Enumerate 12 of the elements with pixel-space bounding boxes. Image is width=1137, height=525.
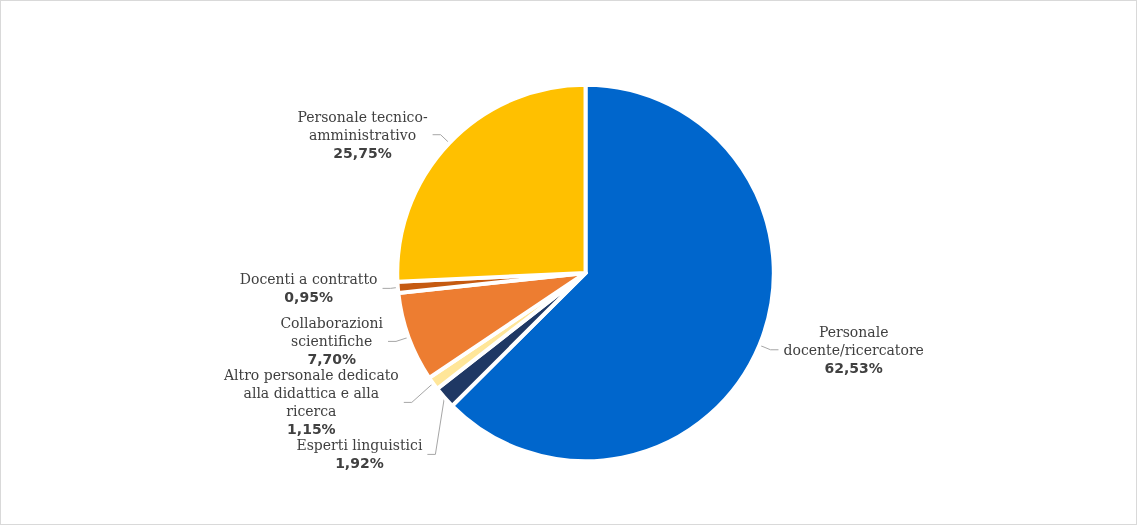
data-label: 1,15%: [287, 421, 336, 438]
slice-label: Docenti a contratto: [239, 271, 378, 288]
data-label: 25,75%: [333, 144, 392, 161]
data-label: 7,70%: [307, 351, 356, 368]
slice-label: Esperti linguistici: [296, 437, 423, 454]
data-label: 62,53%: [824, 359, 883, 376]
data-label: 0,95%: [284, 289, 333, 306]
slice-label: Collaborazioni scientifiche: [280, 315, 384, 350]
slice-label: Personale docente/ricercatore: [783, 323, 924, 358]
slice-label: Personale tecnico-amministrativo: [297, 108, 428, 143]
data-label: 1,92%: [335, 455, 384, 472]
slice-label: Altro personale dedicato alla didattica e alla ricerca: [222, 367, 399, 420]
